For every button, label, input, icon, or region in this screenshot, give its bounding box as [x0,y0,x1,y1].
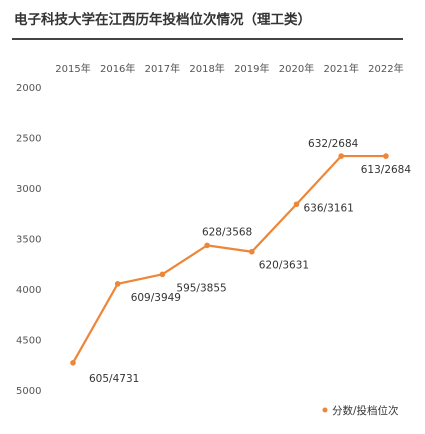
x-tick-label: 2016年 [100,62,135,75]
x-tick-label: 2017年 [145,62,180,75]
y-tick-label: 4000 [16,285,41,296]
series-line [71,154,387,364]
x-tick-label: 2022年 [368,62,403,75]
chart-title: 电子科技大学在江西历年投档位次情况（理工类） [14,12,311,28]
data-label: 605/4731 [89,373,139,385]
data-point [204,242,210,249]
y-tick-label: 3500 [16,235,41,246]
data-label: 613/2684 [361,164,412,176]
data-point [293,201,300,208]
y-tick-label: 2000 [16,83,41,94]
data-point [383,153,389,159]
y-tick-label: 2500 [16,134,41,145]
x-axis: 2015年 2016年 2017年 2018年 2019年 2020年 2021年 2022年 [55,62,403,75]
legend-label: 分数/投档位次 [332,404,399,417]
data-label: 636/3161 [304,202,354,214]
x-tick-label: 2020年 [279,62,314,75]
data-point [70,360,76,366]
data-point [249,248,255,255]
title-divider [12,38,403,40]
legend-marker [322,407,328,413]
data-point [338,153,345,159]
x-tick-label: 2015年 [55,62,90,75]
x-tick-label: 2021年 [323,62,358,75]
data-label: 595/3855 [176,282,226,294]
data-point [159,271,166,278]
y-axis: 2000 2500 3000 3500 4000 4500 5000 [16,83,41,397]
data-point [114,281,121,287]
y-tick-label: 3000 [16,184,41,195]
series-layer [70,153,389,366]
x-tick-label: 2019年 [234,62,269,75]
data-label: 628/3568 [202,226,252,238]
data-label: 620/3631 [259,260,309,272]
y-tick-label: 5000 [16,386,41,397]
data-label: 632/2684 [308,138,359,150]
y-tick-label: 4500 [16,336,41,347]
legend: 分数/投档位次 [322,404,399,417]
data-label: 609/3949 [131,292,181,304]
x-tick-label: 2018年 [189,62,224,75]
